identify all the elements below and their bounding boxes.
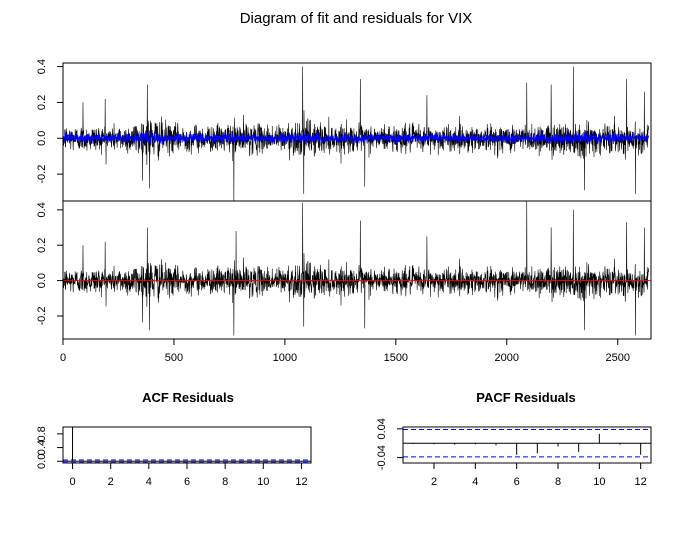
residuals-panel: -0.2 0.0 0.2 0.4 0 500 1000 1500 2000 2500 (36, 200, 652, 364)
x-tick-label: 12 (295, 476, 307, 488)
x-tick-label: 2500 (605, 352, 629, 364)
x-tick-label: 6 (514, 476, 520, 488)
x-tick-label: 4 (472, 476, 478, 488)
x-tick-label: 8 (222, 476, 228, 488)
acf-panel: 0.00.40.8 0 2 4 6 8 10 12 (36, 426, 312, 488)
y-tick-label: 0.8 (36, 426, 48, 441)
y-tick-label: -0.04 (376, 445, 388, 470)
y-tick-label: 0.0 (36, 273, 48, 288)
x-tick-label: 2 (108, 476, 114, 488)
x-tick-label: 10 (257, 476, 269, 488)
x-tick-label: 2000 (495, 352, 519, 364)
x-tick-label: 6 (184, 476, 190, 488)
y-tick-label: 0.0 (36, 131, 48, 146)
x-tick-label: 2 (431, 476, 437, 488)
x-tick-label: 0 (60, 352, 66, 364)
x-tick-label: 500 (165, 352, 183, 364)
x-tick-label: 8 (555, 476, 561, 488)
x-tick-label: 0 (69, 476, 75, 488)
y-tick-label: -0.2 (36, 165, 48, 184)
y-tick-label: 0.4 (36, 59, 48, 74)
main-title: Diagram of fit and residuals for VIX (240, 10, 473, 27)
plot-frame (62, 426, 312, 464)
y-tick-label: -0.2 (36, 307, 48, 326)
y-tick-label: 0.4 (36, 202, 48, 217)
fit-panel: -0.2 0.0 0.2 0.4 (36, 59, 652, 202)
fitted-line (62, 130, 649, 146)
x-tick-label: 1500 (384, 352, 408, 364)
pacf-panel: -0.04 0.04 2 4 6 8 10 12 (376, 418, 652, 488)
x-tick-label: 12 (635, 476, 647, 488)
y-tick-label: 0.0 (36, 454, 48, 469)
y-tick-label: 0.2 (36, 95, 48, 110)
plot-frame (402, 426, 652, 464)
acf-title: ACF Residuals (142, 390, 234, 405)
y-tick-label: 0.04 (376, 418, 388, 439)
series-line (62, 200, 649, 336)
x-tick-label: 1000 (273, 352, 297, 364)
pacf-title: PACF Residuals (476, 390, 575, 405)
x-tick-label: 10 (593, 476, 605, 488)
y-tick-label: 0.2 (36, 238, 48, 253)
x-tick-label: 4 (146, 476, 152, 488)
y-tick-label: 0.4 (36, 440, 48, 455)
